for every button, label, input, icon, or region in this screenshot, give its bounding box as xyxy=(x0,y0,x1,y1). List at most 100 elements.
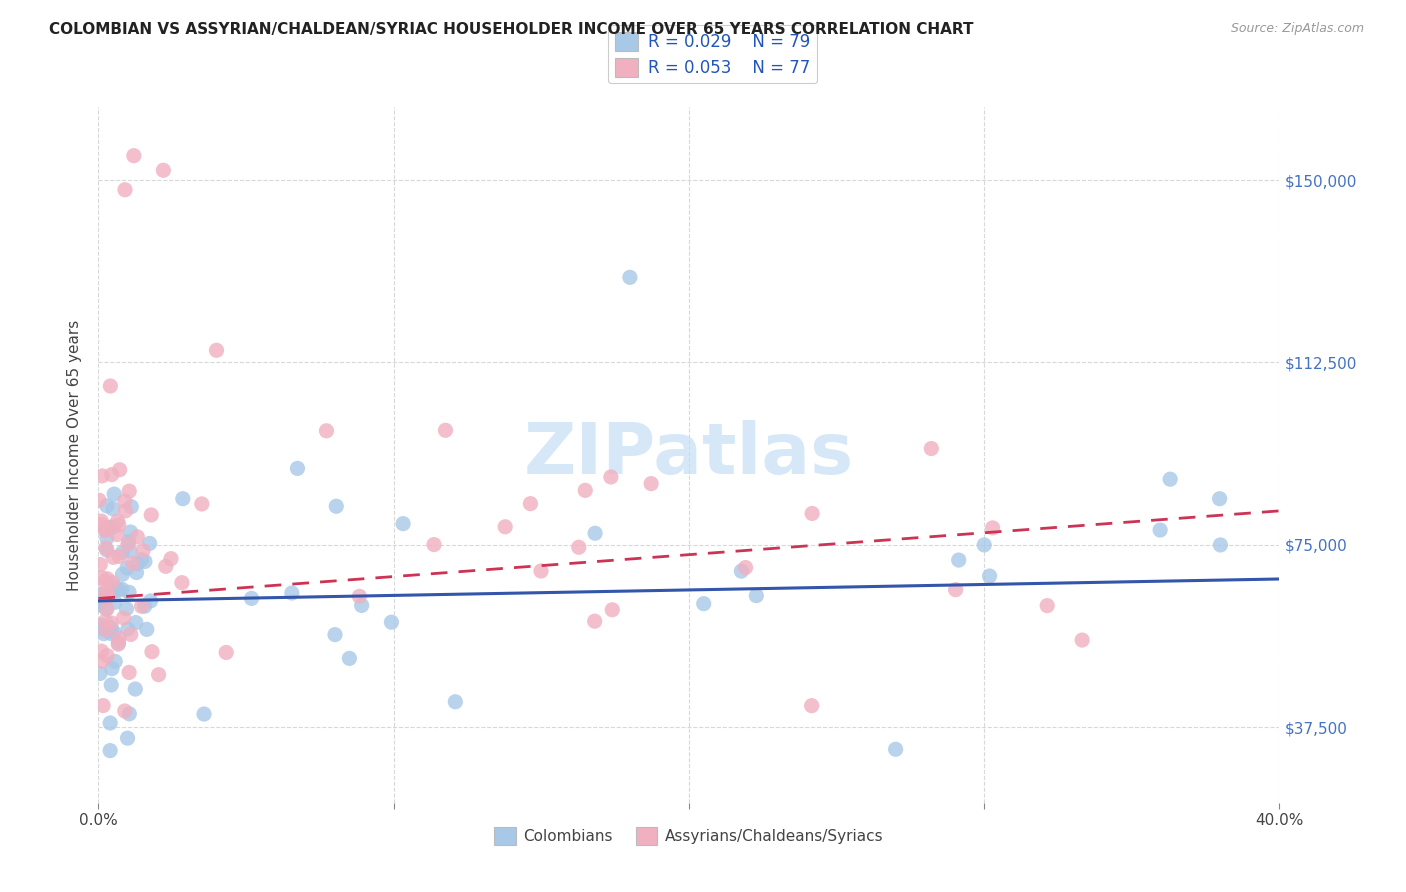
Point xyxy=(323,627,346,641)
Point xyxy=(734,560,756,574)
Point xyxy=(114,504,136,518)
Point xyxy=(87,493,110,508)
Point xyxy=(89,558,111,572)
Point xyxy=(135,623,157,637)
Point xyxy=(94,614,117,628)
Point xyxy=(100,626,122,640)
Point xyxy=(392,516,415,531)
Point xyxy=(108,463,131,477)
Point xyxy=(115,561,138,575)
Point xyxy=(423,538,446,552)
Point xyxy=(745,589,768,603)
Point xyxy=(91,592,114,607)
Point xyxy=(600,603,623,617)
Point xyxy=(141,508,163,522)
Point xyxy=(131,552,153,566)
Point xyxy=(240,591,263,606)
Point xyxy=(96,572,118,586)
Point xyxy=(118,543,141,558)
Point xyxy=(98,379,121,393)
Text: ZIPatlas: ZIPatlas xyxy=(524,420,853,490)
Point xyxy=(118,706,141,721)
Point xyxy=(693,597,716,611)
Point xyxy=(98,743,121,757)
Point xyxy=(91,571,114,585)
Point xyxy=(120,500,142,514)
Point xyxy=(114,183,136,197)
Point xyxy=(103,550,125,565)
Point xyxy=(91,698,114,713)
Point xyxy=(107,582,129,597)
Point xyxy=(105,527,128,541)
Point xyxy=(94,541,117,555)
Point xyxy=(107,514,129,528)
Point xyxy=(91,622,114,636)
Point xyxy=(350,599,373,613)
Point xyxy=(111,582,134,597)
Point xyxy=(574,483,596,498)
Point xyxy=(920,442,942,456)
Point xyxy=(111,567,134,582)
Point xyxy=(101,575,124,590)
Point xyxy=(96,602,118,616)
Point xyxy=(132,543,155,558)
Point xyxy=(287,461,309,475)
Point xyxy=(801,507,824,521)
Point xyxy=(117,731,139,746)
Point xyxy=(100,621,122,635)
Point xyxy=(104,580,127,594)
Point xyxy=(97,588,120,602)
Point xyxy=(101,501,124,516)
Point xyxy=(117,622,139,636)
Point xyxy=(337,651,360,665)
Point xyxy=(945,582,967,597)
Point xyxy=(979,569,1001,583)
Point xyxy=(107,636,129,650)
Point xyxy=(103,583,125,598)
Text: Source: ZipAtlas.com: Source: ZipAtlas.com xyxy=(1230,22,1364,36)
Point xyxy=(93,626,115,640)
Point xyxy=(107,637,129,651)
Point xyxy=(94,585,117,599)
Point xyxy=(100,615,122,630)
Point xyxy=(134,554,156,568)
Point xyxy=(115,601,138,615)
Point xyxy=(948,553,970,567)
Point xyxy=(112,611,135,625)
Point xyxy=(103,487,125,501)
Point xyxy=(568,541,591,555)
Point xyxy=(101,467,124,482)
Point xyxy=(96,601,118,615)
Point xyxy=(1209,538,1232,552)
Point xyxy=(118,534,141,549)
Point xyxy=(1149,523,1171,537)
Point xyxy=(349,590,371,604)
Point xyxy=(583,526,606,541)
Point xyxy=(111,545,134,559)
Point xyxy=(884,742,907,756)
Point xyxy=(120,524,142,539)
Point xyxy=(96,648,118,663)
Point xyxy=(281,586,304,600)
Point xyxy=(599,470,621,484)
Point xyxy=(125,566,148,580)
Point xyxy=(96,543,118,558)
Point xyxy=(103,625,125,640)
Point xyxy=(494,520,516,534)
Point xyxy=(730,564,752,578)
Point xyxy=(94,523,117,537)
Point xyxy=(124,681,146,696)
Point xyxy=(800,698,823,713)
Point xyxy=(97,587,120,601)
Point xyxy=(96,499,118,513)
Point xyxy=(89,596,111,610)
Text: COLOMBIAN VS ASSYRIAN/CHALDEAN/SYRIAC HOUSEHOLDER INCOME OVER 65 YEARS CORRELATI: COLOMBIAN VS ASSYRIAN/CHALDEAN/SYRIAC HO… xyxy=(49,22,974,37)
Point xyxy=(973,538,995,552)
Point xyxy=(434,423,457,437)
Point xyxy=(155,559,177,574)
Point xyxy=(530,564,553,578)
Point xyxy=(619,270,641,285)
Point xyxy=(98,520,121,534)
Point xyxy=(205,343,228,358)
Point xyxy=(1159,472,1181,486)
